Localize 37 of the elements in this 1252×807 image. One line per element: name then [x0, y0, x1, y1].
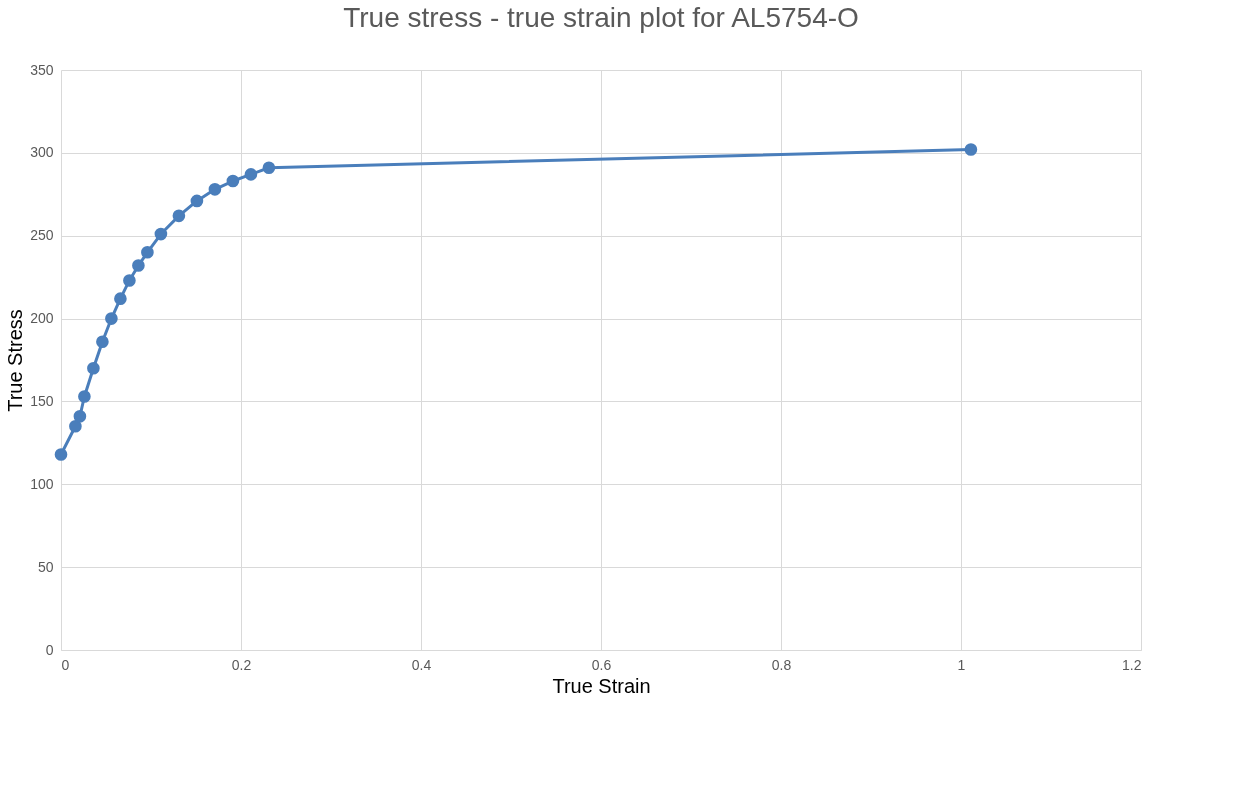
point: [78, 390, 91, 403]
point: [54, 448, 68, 461]
y-tick-label: 150: [30, 392, 54, 409]
point: [105, 312, 118, 325]
point: [87, 361, 100, 375]
x-tick-label: 1: [957, 656, 966, 673]
point: [262, 161, 276, 175]
x-tick-label: 0: [61, 656, 70, 673]
point: [208, 183, 222, 196]
y-tick-label: 0: [45, 641, 54, 658]
y-tick-label: 50: [37, 558, 54, 575]
x-axis-title: True Strain: [552, 674, 651, 697]
point: [226, 174, 240, 188]
y-tick-label: 100: [30, 475, 54, 492]
x-tick-label: 0.6: [591, 656, 612, 673]
point: [172, 209, 186, 223]
point: [244, 168, 258, 181]
x-tick-label: 0.8: [771, 656, 792, 673]
x-tick-label: 0.2: [231, 656, 252, 673]
point: [73, 410, 87, 423]
y-tick-label: 250: [30, 227, 54, 244]
y-axis-title: True Stress: [4, 309, 27, 412]
y-tick-label: 350: [30, 61, 54, 78]
point: [154, 227, 168, 241]
y-tick-label: 300: [30, 144, 54, 161]
y-tick-label: 200: [30, 310, 54, 327]
point: [132, 259, 145, 272]
chart-title: True stress - true strain plot for AL5754-O: [343, 2, 859, 33]
x-tick-label: 0.4: [411, 656, 432, 673]
point: [114, 292, 127, 305]
point: [123, 274, 136, 287]
point: [69, 419, 82, 433]
x-tick-label: 1.2: [1122, 656, 1142, 673]
point: [141, 245, 154, 259]
point: [190, 194, 204, 208]
point: [96, 335, 109, 349]
point: [964, 143, 978, 156]
